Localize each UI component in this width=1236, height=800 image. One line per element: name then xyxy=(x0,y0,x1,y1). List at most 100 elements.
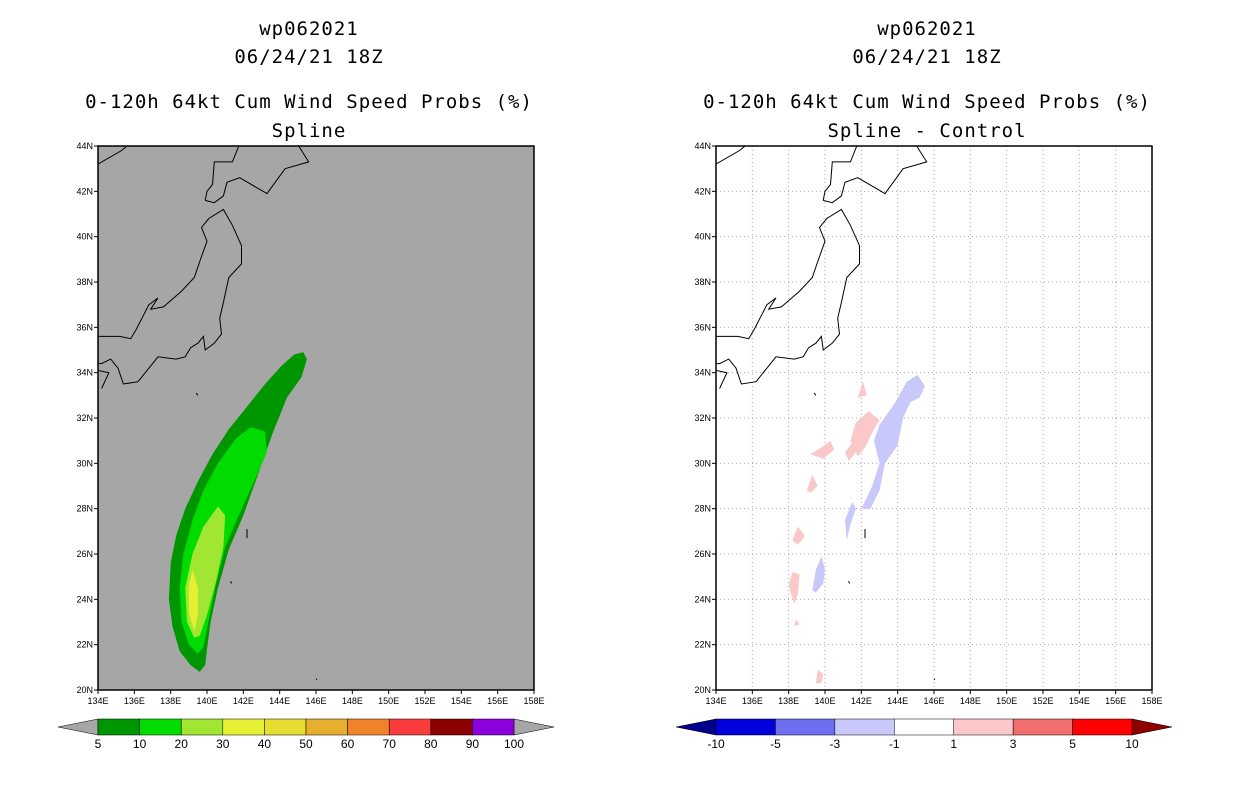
coastline xyxy=(813,392,817,396)
contour--3to-1 xyxy=(861,374,925,509)
x-tick-label: 142E xyxy=(851,696,872,706)
colorbar-swatch xyxy=(430,718,473,736)
x-tick-label: 148E xyxy=(342,696,363,706)
colorbar-label: 90 xyxy=(466,737,480,751)
colorbar-swatch xyxy=(388,718,432,736)
y-tick-label: 22N xyxy=(76,640,93,650)
contour-1to3 xyxy=(815,669,824,684)
colorbar-swatch xyxy=(139,718,182,736)
probability-panel: wp062021 06/24/21 18Z 0-120h 64kt Cum Wi… xyxy=(57,18,555,751)
y-tick-label: 42N xyxy=(694,186,711,196)
colorbar-label: -3 xyxy=(830,737,841,751)
difference-panel: wp062021 06/24/21 18Z 0-120h 64kt Cum Wi… xyxy=(618,0,1236,800)
contour-1to3 xyxy=(850,411,880,457)
x-tick-label: 142E xyxy=(233,696,254,706)
chart-title: 0-120h 64kt Cum Wind Speed Probs (%) xyxy=(703,91,1151,113)
coastline xyxy=(230,581,232,584)
contour-1to3 xyxy=(806,474,818,493)
colorbar-label: 10 xyxy=(1125,737,1139,751)
y-tick-label: 42N xyxy=(76,186,93,196)
colorbar-label: 20 xyxy=(175,737,189,751)
contour-1to3 xyxy=(792,526,805,545)
colorbar-swatch xyxy=(834,718,895,736)
x-tick-label: 136E xyxy=(124,696,145,706)
map-background xyxy=(98,146,534,690)
colorbar-label: 5 xyxy=(95,737,102,751)
storm-id: wp062021 xyxy=(877,18,977,40)
y-tick-label: 34N xyxy=(694,368,711,378)
colorbar-over-arrow xyxy=(513,718,555,736)
colorbar-swatch xyxy=(305,718,348,736)
x-tick-label: 156E xyxy=(1105,696,1126,706)
colorbar-label: 50 xyxy=(299,737,313,751)
colorbar-label: 3 xyxy=(1010,737,1017,751)
coastline xyxy=(195,392,199,396)
coastline xyxy=(98,369,110,389)
y-tick-label: 26N xyxy=(76,549,93,559)
y-tick-label: 40N xyxy=(694,232,711,242)
coastline xyxy=(98,146,128,165)
colorbar-label: -5 xyxy=(770,737,781,751)
y-tick-label: 34N xyxy=(76,368,93,378)
contour-1to3 xyxy=(794,619,800,627)
coastline xyxy=(716,208,860,385)
contour-1to3 xyxy=(857,381,867,398)
y-tick-label: 38N xyxy=(694,277,711,287)
x-tick-label: 152E xyxy=(414,696,435,706)
y-tick-label: 30N xyxy=(694,458,711,468)
y-tick-label: 32N xyxy=(76,413,93,423)
y-tick-label: 44N xyxy=(694,141,711,151)
x-tick-label: 158E xyxy=(523,696,544,706)
coastline xyxy=(204,146,310,204)
colorbar-label: 30 xyxy=(216,737,230,751)
coastline xyxy=(301,146,303,147)
colorbar-swatch xyxy=(715,718,776,736)
x-tick-label: 152E xyxy=(1032,696,1053,706)
x-tick-label: 138E xyxy=(160,696,181,706)
x-tick-label: 150E xyxy=(996,696,1017,706)
y-tick-label: 38N xyxy=(76,277,93,287)
chart-title: 0-120h 64kt Cum Wind Speed Probs (%) xyxy=(85,91,533,113)
colorbar-swatch xyxy=(472,718,515,736)
coastline xyxy=(919,146,921,147)
y-tick-label: 20N xyxy=(694,685,711,695)
y-tick-label: 36N xyxy=(694,322,711,332)
colorbar-swatch xyxy=(894,718,954,736)
contour--3to-1 xyxy=(812,556,825,593)
coastline xyxy=(98,208,242,385)
chart-subtitle: Spline - Control xyxy=(827,120,1027,142)
colorbar-swatch xyxy=(775,718,836,736)
x-tick-label: 154E xyxy=(1069,696,1090,706)
coastline xyxy=(822,146,928,204)
colorbar-under-arrow xyxy=(675,718,717,736)
x-tick-label: 136E xyxy=(742,696,763,706)
contour-1to3 xyxy=(810,440,835,459)
y-tick-label: 28N xyxy=(76,504,93,514)
x-tick-label: 134E xyxy=(87,696,108,706)
y-tick-label: 20N xyxy=(76,685,93,695)
colorbar-label: 40 xyxy=(258,737,272,751)
x-tick-label: 146E xyxy=(305,696,326,706)
coastline xyxy=(315,678,318,681)
colorbar-over-arrow xyxy=(1131,718,1173,736)
colorbar-label: -1 xyxy=(889,737,900,751)
y-tick-label: 30N xyxy=(76,458,93,468)
probability-map: 134E 136E 138E 140E 142E 144E 146E 148E 150E 152E… xyxy=(57,141,555,751)
chart-subtitle: Spline xyxy=(271,120,347,142)
x-tick-label: 144E xyxy=(887,696,908,706)
y-tick-label: 24N xyxy=(694,594,711,604)
colorbar-label: 100 xyxy=(504,737,524,751)
y-tick-label: 22N xyxy=(694,640,711,650)
colorbar-label: 10 xyxy=(133,737,147,751)
storm-id: wp062021 xyxy=(259,18,359,40)
colorbar-swatch xyxy=(264,718,307,736)
y-tick-label: 44N xyxy=(76,141,93,151)
y-tick-label: 36N xyxy=(76,322,93,332)
y-tick-label: 26N xyxy=(694,549,711,559)
coastline xyxy=(716,369,728,389)
x-tick-label: 146E xyxy=(923,696,944,706)
colorbar-under-arrow xyxy=(57,718,99,736)
x-tick-label: 138E xyxy=(778,696,799,706)
x-tick-label: 140E xyxy=(814,696,835,706)
colorbar-swatch xyxy=(1072,718,1133,736)
